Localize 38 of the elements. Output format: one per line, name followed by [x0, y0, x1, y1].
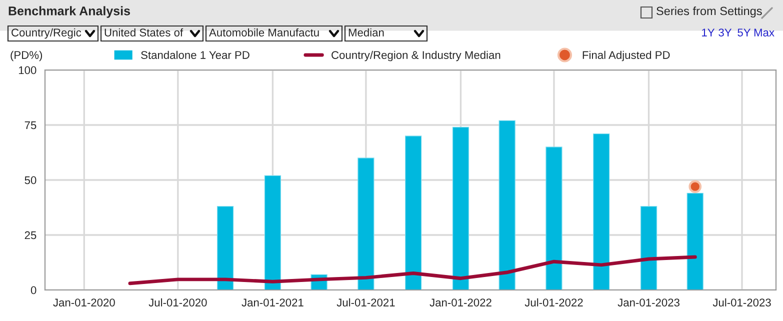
chart-title: Benchmark Analysis [8, 6, 130, 18]
bar [498, 120, 516, 290]
x-tick-label: Jan-01-2020 [53, 298, 115, 306]
text: United States of [104, 28, 184, 36]
text: Median [348, 28, 384, 36]
x-tick-label: Jul-01-2022 [524, 298, 583, 306]
y-axis-title: (PD%) [10, 50, 42, 62]
x-tick-label: Jan-01-2023 [618, 298, 680, 306]
bar [264, 175, 282, 290]
y-tick-label: 25 [24, 231, 36, 240]
text: Automobile Manufactu [209, 28, 319, 36]
y-tick-label: 0 [30, 286, 36, 294]
legend-label: Standalone 1 Year PD [141, 50, 250, 59]
line-series [128, 255, 697, 286]
legend-label: Final Adjusted PD [582, 50, 670, 62]
text: Max [754, 28, 774, 36]
bar [358, 158, 374, 290]
text: 5Y [738, 28, 751, 36]
text: 3Y [718, 28, 732, 36]
legend-label: Country/Region & Industry Median [332, 50, 500, 62]
text: Series from Settings [656, 6, 762, 18]
bar [640, 206, 658, 290]
x-tick-label: Jul-01-2020 [148, 298, 207, 306]
y-tick-label: 75 [24, 121, 36, 130]
y-tick-label: 100 [18, 66, 36, 74]
bar [216, 206, 234, 290]
bar [546, 146, 562, 290]
text: 1Y [702, 28, 715, 36]
text: Country/Regic [12, 28, 82, 39]
x-tick-label: Jan-01-2021 [242, 298, 304, 306]
bar [452, 126, 470, 290]
x-tick-label: Jul-01-2023 [712, 298, 771, 306]
x-tick-label: Jul-01-2021 [336, 298, 395, 306]
x-tick-label: Jan-01-2022 [430, 298, 492, 306]
bar [686, 192, 704, 290]
bar [593, 133, 610, 290]
bar [405, 136, 422, 290]
y-tick-label: 50 [24, 176, 36, 184]
